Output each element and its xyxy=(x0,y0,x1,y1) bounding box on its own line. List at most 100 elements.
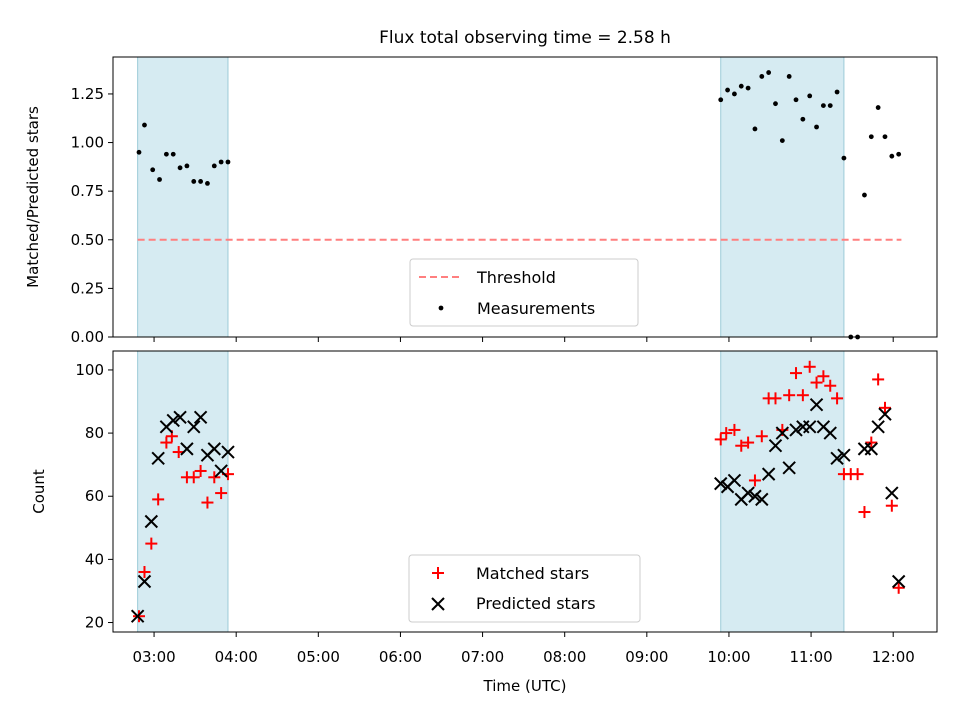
matched-star-point xyxy=(160,436,173,449)
predicted-star-point xyxy=(871,420,885,434)
matched-star-point xyxy=(152,493,165,506)
predicted-star-point xyxy=(151,451,165,466)
measurement-point xyxy=(163,151,169,157)
measurement-point xyxy=(157,177,162,182)
matched-star-point xyxy=(187,471,200,484)
marker-stroke xyxy=(207,442,221,456)
measurements-legend-swatch xyxy=(438,305,444,311)
x-tick-label: 09:00 xyxy=(625,648,668,666)
marker-stroke xyxy=(755,492,769,507)
marker-stroke xyxy=(891,574,906,589)
y-tick-label: 20 xyxy=(85,614,104,632)
matched-star-point xyxy=(865,436,878,449)
count-y-ticks: 20 40 60 80 100 xyxy=(75,361,113,632)
matched-star-point xyxy=(817,370,830,383)
matched-star-point xyxy=(831,392,844,405)
x-tick-label: 03:00 xyxy=(132,648,175,666)
predicted-star-point xyxy=(741,486,755,500)
matched-star-point xyxy=(851,468,864,481)
measurement-point xyxy=(766,70,772,75)
matched-star-point xyxy=(824,379,837,392)
observing-window xyxy=(137,56,229,338)
count-panel-frame xyxy=(112,350,938,633)
measurement-point xyxy=(834,89,840,95)
chart-title: Flux total observing time = 2.58 h xyxy=(379,28,671,48)
x-tick-label: 11:00 xyxy=(789,648,832,666)
measurement-point xyxy=(814,124,819,130)
measurement-point xyxy=(136,149,142,155)
measurement-point xyxy=(142,122,147,128)
measurement-point xyxy=(732,91,737,97)
measurement-point xyxy=(738,83,744,89)
x-tick-label: 12:00 xyxy=(872,648,915,666)
marker-stroke xyxy=(789,423,803,437)
predicted-star-point xyxy=(193,410,208,425)
marker-stroke xyxy=(214,464,228,478)
measurement-point xyxy=(150,167,156,173)
x-tick-label: 07:00 xyxy=(461,648,504,666)
count-y-axis-label: Count xyxy=(30,469,48,514)
measurement-point xyxy=(177,165,183,171)
marker-stroke xyxy=(775,426,790,440)
measurement-point xyxy=(170,151,176,157)
matched-legend-swatch xyxy=(432,567,444,579)
count-panel: 20 40 60 80 100 03:00 04:00 05:00 06:00 07:00 08:… xyxy=(30,350,938,695)
matched-star-point xyxy=(720,427,733,440)
measurement-point xyxy=(225,159,231,165)
x-tick-label: 04:00 xyxy=(215,648,258,666)
marker-stroke xyxy=(768,439,783,453)
predicted-star-point xyxy=(885,486,899,500)
matched-star-point xyxy=(728,423,741,436)
predicted-star-point xyxy=(891,574,906,589)
matched-legend-label: Matched stars xyxy=(476,564,589,583)
measurement-point xyxy=(882,134,888,140)
measurement-point xyxy=(779,138,785,144)
predicted-star-point xyxy=(830,451,844,466)
y-tick-label: 100 xyxy=(75,361,104,379)
measurement-point xyxy=(807,93,813,99)
marker-stroke xyxy=(221,445,235,459)
predicted-star-point xyxy=(214,464,228,478)
observing-window xyxy=(720,350,845,633)
marker-stroke xyxy=(830,451,844,466)
predicted-star-point xyxy=(809,397,824,412)
predicted-legend-label: Predicted stars xyxy=(476,594,596,613)
predicted-star-point xyxy=(823,426,837,440)
measurement-point xyxy=(868,134,874,140)
predicted-star-point xyxy=(878,407,892,421)
marker-stroke xyxy=(727,473,742,488)
matched-star-point xyxy=(215,487,228,500)
matched-star-point xyxy=(858,506,871,519)
ratio-legend: Threshold Measurements xyxy=(409,258,639,327)
predicted-star-point xyxy=(802,420,817,434)
y-tick-label: 0.50 xyxy=(71,231,104,249)
count-legend-box xyxy=(408,554,641,623)
predicted-star-point xyxy=(144,514,159,529)
predicted-star-point xyxy=(755,492,769,507)
measurement-point xyxy=(841,155,847,161)
matched-star-point xyxy=(748,474,761,487)
measurement-point xyxy=(211,163,217,169)
count-points xyxy=(130,360,906,623)
x-tick-label: 08:00 xyxy=(543,648,586,666)
predicted-legend-swatch xyxy=(431,597,445,611)
matched-star-point xyxy=(194,464,207,477)
measurement-point xyxy=(793,97,799,103)
matched-star-point xyxy=(201,496,214,509)
measurement-point xyxy=(725,87,730,93)
measurement-point xyxy=(191,179,197,184)
measurement-point xyxy=(184,163,190,169)
threshold-legend-label: Threshold xyxy=(476,268,556,287)
ratio-x-ticks xyxy=(153,337,894,342)
marker-stroke xyxy=(885,486,899,500)
ratio-panel-frame xyxy=(112,56,938,338)
y-tick-label: 0.75 xyxy=(71,182,104,200)
count-legend: Matched stars Predicted stars xyxy=(408,554,641,623)
measurement-point xyxy=(773,101,778,107)
predicted-star-point xyxy=(837,448,851,462)
predicted-star-point xyxy=(130,609,145,623)
marker-stroke xyxy=(193,410,208,425)
measurement-point xyxy=(827,103,833,109)
marker-stroke xyxy=(151,451,165,466)
predicted-star-point xyxy=(864,442,879,456)
